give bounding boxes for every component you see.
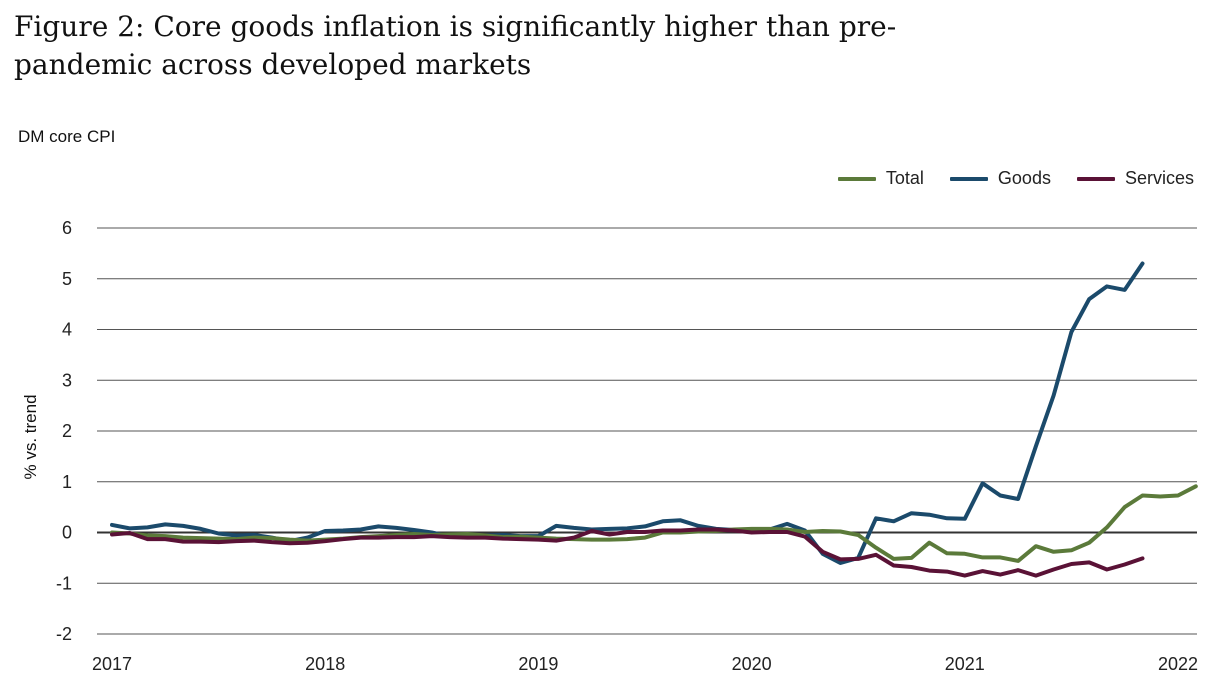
x-tick-label: 2017 — [92, 654, 132, 674]
x-tick-labels: 2017 2018 2019 2020 2021 2022 — [92, 654, 1198, 674]
series-line-total — [110, 484, 1198, 563]
legend-item-total: Total — [837, 168, 924, 189]
legend-swatch-goods — [949, 176, 988, 181]
y-tick-label: 6 — [62, 218, 72, 238]
y-tick-label: 1 — [62, 472, 72, 492]
y-tick-label: 4 — [62, 320, 72, 340]
y-tick-label: 3 — [62, 370, 72, 390]
legend-label-total: Total — [885, 168, 924, 188]
x-tick-label: 2019 — [518, 654, 558, 674]
y-tick-label: 0 — [62, 523, 72, 543]
chart-legend: Total Goods Services — [812, 168, 1194, 189]
y-tick-label: -2 — [56, 624, 72, 644]
legend-item-services: Services — [1076, 168, 1194, 189]
series-lines — [110, 261, 1198, 578]
legend-swatch-services — [1076, 176, 1115, 181]
legend-label-goods: Goods — [997, 168, 1051, 188]
y-tick-labels: 6 5 4 3 2 1 0 -1 -2 — [56, 218, 72, 644]
series-line-goods — [110, 261, 1145, 565]
y-tick-label: 5 — [62, 269, 72, 289]
chart-title: Figure 2: Core goods inflation is signif… — [14, 10, 897, 81]
series-line-services — [110, 527, 1145, 578]
y-tick-label: -1 — [56, 573, 72, 593]
x-tick-label: 2020 — [732, 654, 772, 674]
y-axis-label: % vs. trend — [21, 394, 40, 479]
x-tick-label: 2021 — [945, 654, 985, 674]
chart-subtitle: DM core CPI — [18, 127, 116, 146]
legend-label-services: Services — [1124, 168, 1194, 188]
legend-item-goods: Goods — [949, 168, 1051, 189]
legend-swatch-total — [837, 176, 876, 181]
y-tick-label: 2 — [62, 421, 72, 441]
x-tick-label: 2022 — [1158, 654, 1198, 674]
x-tick-label: 2018 — [305, 654, 345, 674]
